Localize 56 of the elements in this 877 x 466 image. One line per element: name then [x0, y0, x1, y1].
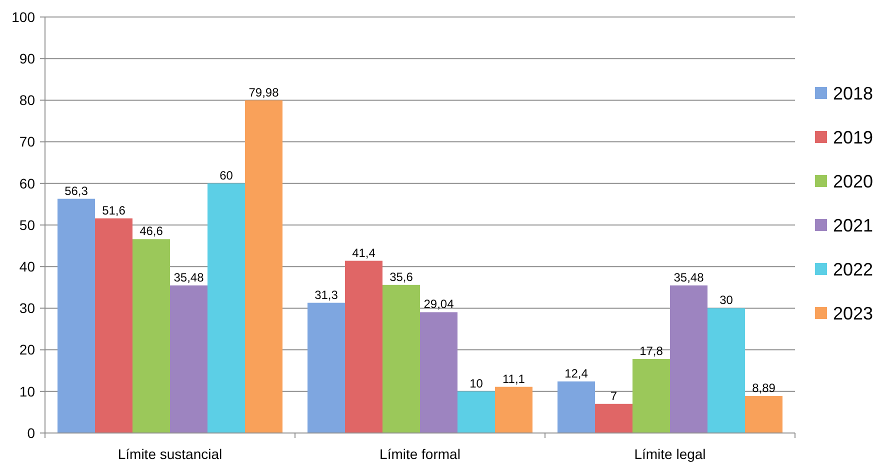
bar — [595, 404, 632, 433]
y-tick-label: 90 — [19, 50, 36, 66]
legend-label: 2018 — [833, 83, 874, 104]
data-label: 60 — [220, 168, 234, 182]
bar — [458, 391, 495, 433]
x-tick-label: Límite legal — [634, 446, 706, 462]
data-label: 12,4 — [564, 366, 588, 380]
bar — [708, 308, 745, 433]
data-label: 46,6 — [140, 224, 164, 238]
y-tick-label: 50 — [19, 216, 36, 233]
bar — [308, 302, 345, 433]
legend-label: 2020 — [833, 171, 874, 192]
data-label: 35,48 — [174, 270, 204, 284]
data-label: 35,48 — [674, 270, 704, 284]
bar — [95, 218, 132, 433]
y-tick-label: 20 — [19, 342, 36, 358]
legend-label: 2023 — [833, 303, 874, 324]
y-tick-label: 60 — [19, 175, 36, 192]
y-tick-label: 100 — [12, 8, 36, 25]
y-tick-label: 30 — [19, 300, 36, 316]
data-label: 41,4 — [352, 246, 376, 260]
data-label: 8,89 — [752, 381, 776, 396]
legend-label: 2021 — [833, 215, 874, 236]
bar — [208, 183, 245, 433]
x-tick-label: Límite formal — [380, 446, 460, 462]
data-label: 79,98 — [248, 85, 280, 100]
bar — [495, 386, 532, 433]
data-label: 31,3 — [314, 288, 338, 302]
legend-label: 2019 — [833, 127, 874, 148]
data-label: 51,6 — [102, 203, 126, 218]
bar — [345, 260, 382, 433]
data-label: 56,3 — [64, 184, 88, 198]
bar — [420, 312, 458, 433]
data-label: 30 — [720, 293, 734, 308]
data-label: 10 — [470, 376, 484, 390]
bar — [558, 381, 595, 433]
bar — [745, 396, 782, 433]
data-label: 11,1 — [502, 372, 526, 386]
data-label: 17,8 — [640, 344, 664, 358]
data-label: 35,6 — [390, 270, 414, 284]
y-tick-label: 40 — [19, 258, 36, 274]
x-tick-label: Límite sustancial — [118, 446, 222, 462]
bar — [132, 239, 170, 433]
legend-label: 2022 — [833, 259, 874, 280]
y-tick-label: 80 — [19, 92, 36, 108]
bar — [245, 100, 282, 433]
bar — [58, 198, 95, 433]
bar — [632, 358, 670, 433]
y-tick-label: 70 — [19, 134, 36, 150]
bar — [670, 285, 708, 433]
data-label: 29,04 — [424, 297, 454, 312]
bar — [382, 284, 420, 433]
y-tick-label: 10 — [19, 383, 36, 400]
y-tick-label: 0 — [27, 424, 36, 441]
bar — [170, 285, 208, 433]
data-label: 7 — [610, 388, 618, 403]
